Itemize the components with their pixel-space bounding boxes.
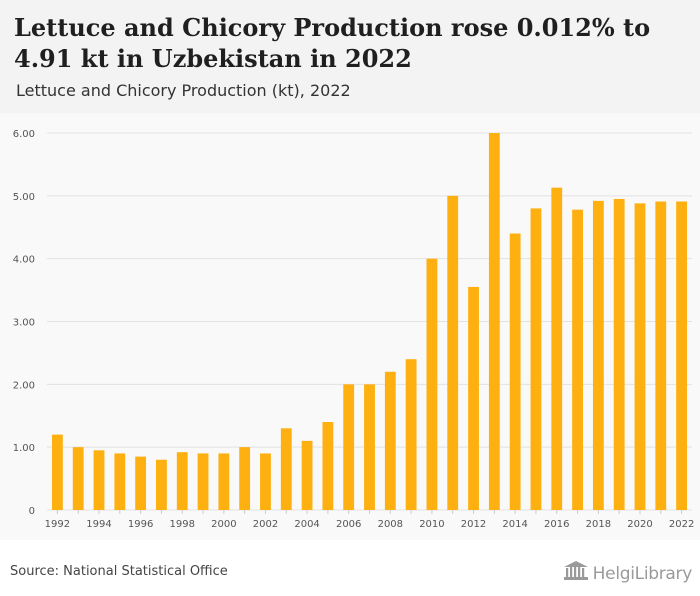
- chart-title: Lettuce and Chicory Production rose 0.01…: [14, 13, 651, 73]
- bar: [93, 450, 105, 510]
- y-tick-label: 2.00: [13, 380, 35, 391]
- bar: [572, 209, 583, 510]
- bar: [114, 453, 126, 510]
- bar: [72, 447, 84, 510]
- bar: [488, 133, 500, 510]
- y-tick-label: 5.00: [13, 192, 35, 203]
- bar: [197, 453, 209, 510]
- x-tick-label: 1996: [128, 519, 153, 530]
- x-tick-label: 2010: [419, 519, 444, 530]
- source-note: Source: National Statistical Office: [10, 564, 228, 579]
- library-building-icon: [563, 561, 589, 586]
- bar: [613, 198, 625, 510]
- bar: [176, 452, 188, 510]
- x-tick-label: 1992: [45, 519, 70, 530]
- bar: [592, 200, 604, 511]
- bar: [322, 422, 334, 510]
- bar: [530, 208, 542, 510]
- bar: [551, 187, 563, 510]
- bar: [655, 201, 667, 510]
- bar: [280, 428, 292, 510]
- y-tick-label: 4.00: [13, 255, 35, 266]
- bar: [509, 233, 521, 510]
- x-tick-label: 2008: [378, 519, 403, 530]
- bar: [634, 203, 646, 510]
- chart-subtitle: Lettuce and Chicory Production (kt), 202…: [16, 81, 351, 100]
- chart-header: Lettuce and Chicory Production rose 0.01…: [0, 0, 700, 113]
- y-tick-label: 3.00: [13, 318, 35, 329]
- x-tick-label: 1998: [170, 519, 195, 530]
- x-tick-label: 2012: [461, 519, 486, 530]
- x-tick-label: 2018: [586, 519, 611, 530]
- x-tick-label: 2020: [627, 519, 652, 530]
- y-tick-label: 0: [29, 506, 35, 517]
- bar: [51, 434, 63, 510]
- bar: [218, 453, 230, 510]
- bar: [384, 371, 396, 510]
- bar: [239, 447, 251, 510]
- bar: [135, 456, 147, 510]
- x-tick-label: 2022: [669, 519, 694, 530]
- x-tick-label: 2016: [544, 519, 569, 530]
- x-tick-label: 1994: [86, 519, 111, 530]
- bar: [343, 384, 355, 510]
- x-tick-label: 2002: [253, 519, 278, 530]
- bar: [405, 359, 417, 510]
- brand-logo[interactable]: HelgiLibrary: [563, 561, 692, 586]
- x-tick-label: 2004: [294, 519, 319, 530]
- bar: [426, 258, 438, 510]
- bar: [260, 453, 271, 510]
- x-tick-label: 2006: [336, 519, 361, 530]
- brand-name: HelgiLibrary: [592, 563, 693, 584]
- y-tick-label: 6.00: [13, 129, 35, 140]
- y-tick-label: 1.00: [13, 443, 35, 454]
- bar: [468, 286, 479, 510]
- bar: [364, 384, 375, 510]
- bar-chart: 0 1.00 2.00 3.00 4.00 5.00 6.00 1992 1994 1996 199…: [13, 129, 695, 530]
- bar: [447, 195, 459, 510]
- bar: [156, 459, 167, 510]
- bar: [301, 440, 313, 510]
- x-tick-label: 2000: [211, 519, 236, 530]
- bar: [676, 201, 688, 510]
- x-tick-label: 2014: [502, 519, 527, 530]
